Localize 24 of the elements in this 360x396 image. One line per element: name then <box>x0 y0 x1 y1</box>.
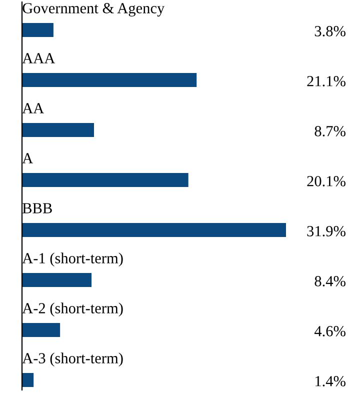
y-tick-label: AA <box>22 103 44 114</box>
bar <box>22 73 197 87</box>
y-tick-label: A-2 (short-term) <box>22 302 123 316</box>
data-label: 3.8% <box>314 26 346 36</box>
data-label: 31.9% <box>307 226 346 236</box>
data-label: 21.1% <box>307 76 346 86</box>
y-tick-label: A-1 (short-term) <box>22 252 123 266</box>
y-tick-label: A-3 (short-term) <box>22 352 123 366</box>
bar <box>22 23 54 37</box>
data-label: 20.1% <box>307 176 346 186</box>
data-label: 8.7% <box>314 126 346 136</box>
bar <box>22 123 94 137</box>
data-label: 4.6% <box>314 326 346 336</box>
y-tick-label: Government & Agency <box>22 3 165 16</box>
data-label: 1.4% <box>316 376 346 386</box>
bar <box>22 273 92 287</box>
y-tick-label: BBB <box>22 203 52 214</box>
y-tick-label: A <box>22 153 34 164</box>
bar <box>22 323 60 337</box>
bar <box>22 173 188 187</box>
bar <box>22 373 34 387</box>
data-label: 8.4% <box>314 276 346 286</box>
y-tick-label: AAA <box>22 53 56 64</box>
bar <box>22 223 286 237</box>
